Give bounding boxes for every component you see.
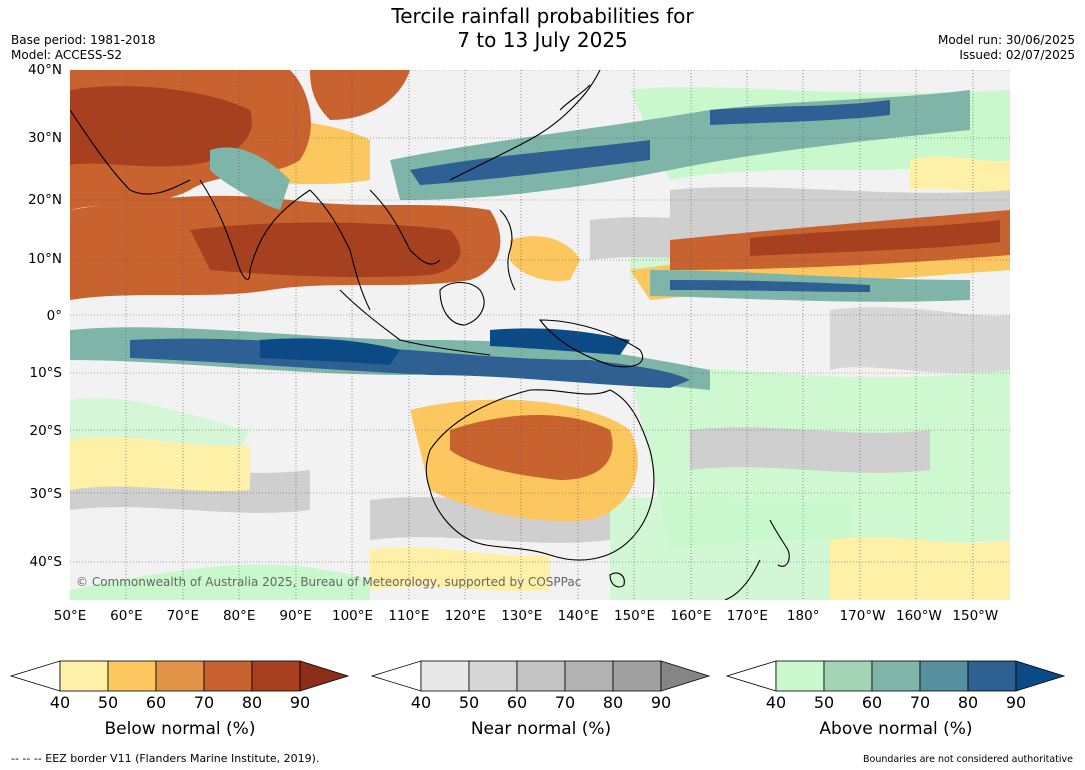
- title-line-1: Tercile rainfall probabilities for: [391, 4, 694, 28]
- colorbar-bin: [871, 660, 921, 692]
- lon-label: 120°E: [444, 608, 486, 624]
- colorbar-bin: [251, 660, 301, 692]
- lon-label: 100°E: [332, 608, 374, 624]
- lon-label: 170°W: [839, 608, 886, 624]
- colorbar-below-normal: 40 50 60 70 80 90: [9, 660, 350, 712]
- meta-right: Model run: 30/06/2025 Issued: 02/07/2025: [938, 33, 1075, 63]
- above-normal-label: Above normal (%): [819, 719, 973, 739]
- colorbar-max-extension: [1015, 660, 1066, 692]
- colorbar-tick-label: 90: [289, 693, 311, 712]
- lon-label: 130°E: [501, 608, 543, 624]
- boundary-disclaimer: Boundaries are not considered authoritat…: [863, 754, 1073, 765]
- below-normal-label: Below normal (%): [104, 719, 256, 739]
- lon-label: 90°E: [279, 608, 312, 624]
- below-normal-light-areas: [70, 156, 1010, 600]
- colorbar-bin: [155, 660, 205, 692]
- colorbar-max-extension: [299, 660, 350, 692]
- lon-label: 70°E: [166, 608, 200, 624]
- lon-label: 160°W: [896, 608, 942, 624]
- colorbar-bin: [564, 660, 614, 692]
- colorbar-tick-label: 80: [602, 693, 624, 712]
- issued-date: Issued: 02/07/2025: [959, 48, 1075, 62]
- title-line-2: 7 to 13 July 2025: [457, 28, 628, 52]
- colorbar-tick-label: 60: [861, 693, 883, 712]
- colorbar-tick-label: 50: [813, 693, 835, 712]
- lat-label: 30°N: [27, 130, 62, 146]
- colorbar-tick-label: 90: [1005, 693, 1027, 712]
- colorbar-tick-label: 80: [241, 693, 263, 712]
- lat-label: 10°N: [27, 251, 62, 267]
- map-canvas: © Commonwealth of Australia 2025, Bureau…: [70, 70, 1010, 600]
- lon-label: 60°E: [110, 608, 143, 624]
- gridlines: [70, 70, 1010, 600]
- lat-label: 20°N: [27, 192, 62, 208]
- lon-label: 170°E: [726, 608, 768, 624]
- colorbar-tick-label: 70: [554, 693, 576, 712]
- colorbar-bin: [775, 660, 825, 692]
- colorbar-bin: [107, 660, 157, 692]
- colorbar-tick-label: 40: [49, 693, 71, 712]
- colorbar-tick-label: 50: [458, 693, 480, 712]
- lon-label: 150°E: [614, 608, 656, 624]
- near-colorbar-graphic: [370, 660, 711, 692]
- near-normal-label: Near normal (%): [470, 719, 612, 739]
- colorbar-tick-label: 40: [410, 693, 432, 712]
- colorbar-bin: [468, 660, 518, 692]
- base-period: Base period: 1981-2018: [11, 33, 156, 47]
- lat-label: 30°S: [29, 486, 63, 502]
- colorbar-bin: [59, 660, 109, 692]
- lat-label: 10°S: [29, 365, 63, 381]
- lat-label: 40°N: [27, 62, 62, 78]
- lon-label: 150°W: [952, 608, 999, 624]
- colorbar-tick-label: 80: [957, 693, 979, 712]
- rainfall-probability-map[interactable]: © Commonwealth of Australia 2025, Bureau…: [70, 70, 1010, 600]
- model-run: Model run: 30/06/2025: [937, 33, 1075, 47]
- colorbar-bin: [919, 660, 969, 692]
- colorbar-bin: [516, 660, 566, 692]
- meta-left: Base period: 1981-2018 Model: ACCESS-S2: [11, 33, 156, 63]
- colorbar-min-extension: [9, 660, 61, 692]
- colorbar-max-extension: [660, 660, 711, 692]
- colorbar-bin: [203, 660, 253, 692]
- colorbar-bin: [612, 660, 662, 692]
- lat-label: 0°: [46, 308, 62, 324]
- colorbar-bin: [967, 660, 1017, 692]
- eez-note: -- -- -- EEZ border V11 (Flanders Marine…: [11, 752, 320, 765]
- lon-label: 50°E: [53, 608, 87, 624]
- lon-label: 110°E: [388, 608, 430, 624]
- below-colorbar-graphic: [9, 660, 350, 692]
- lon-label: 140°E: [557, 608, 599, 624]
- map-title: Tercile rainfall probabilities for 7 to …: [0, 4, 1085, 52]
- colorbar-tick-label: 70: [193, 693, 215, 712]
- colorbar-tick-label: 90: [650, 693, 672, 712]
- lat-label: 40°S: [29, 554, 63, 570]
- colorbar-min-extension: [370, 660, 422, 692]
- model-name: Model: ACCESS-S2: [11, 48, 123, 62]
- lon-label: 80°E: [222, 608, 256, 624]
- colorbar-tick-label: 70: [909, 693, 931, 712]
- below-normal-very-strong-areas: [70, 86, 1000, 278]
- colorbar-tick-label: 60: [506, 693, 528, 712]
- lon-label: 180°: [786, 608, 820, 624]
- above-normal-very-strong-areas: [260, 328, 630, 365]
- coastlines: [70, 70, 790, 600]
- colorbar-tick-label: 60: [145, 693, 167, 712]
- above-colorbar-graphic: [725, 660, 1066, 692]
- colorbar-near-normal: 40 50 60 70 80 90: [370, 660, 711, 712]
- lat-label: 20°S: [29, 423, 63, 439]
- lon-label: 160°E: [670, 608, 712, 624]
- colorbar-above-normal: 40 50 60 70 80 90: [725, 660, 1066, 712]
- colorbar-min-extension: [725, 660, 777, 692]
- colorbar-tick-label: 40: [765, 693, 787, 712]
- colorbar-tick-label: 50: [97, 693, 119, 712]
- colorbar-bin: [420, 660, 470, 692]
- colorbar-bin: [823, 660, 873, 692]
- copyright-notice: © Commonwealth of Australia 2025, Bureau…: [76, 575, 581, 589]
